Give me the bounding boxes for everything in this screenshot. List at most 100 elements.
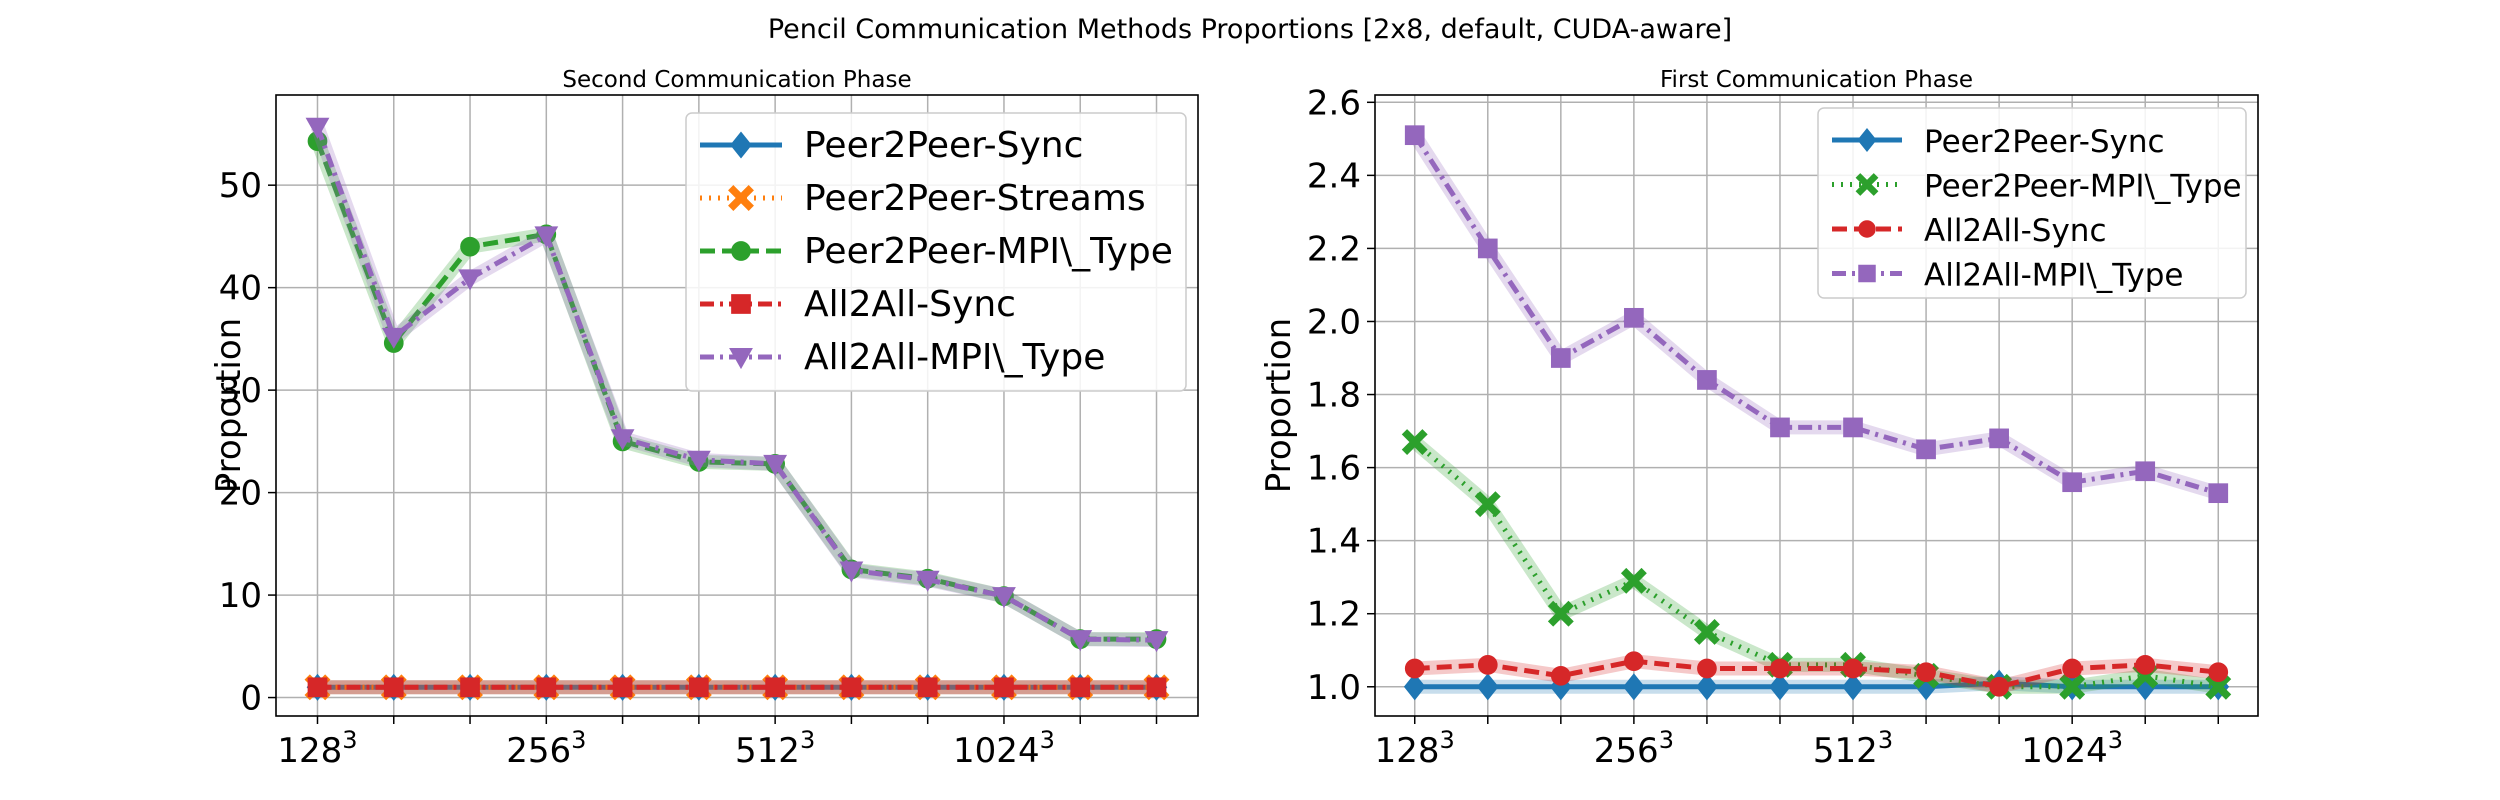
data-point xyxy=(2062,472,2083,493)
first-phase-axes: First Communication Phase 1.0 1.2 1.4 1.6 1.8… xyxy=(1259,67,2259,771)
data-point xyxy=(1144,631,1169,653)
legend-label: All2All-MPI\_Type xyxy=(1924,258,2184,294)
legend-marker xyxy=(731,294,751,314)
data-point xyxy=(1550,348,1571,368)
y-tick-label: 50 xyxy=(219,166,262,206)
y-axis-label: Proportion xyxy=(1259,318,1299,493)
legend-item-all2all-mpi-type: All2All-MPI\_Type xyxy=(1832,258,2184,294)
series-line xyxy=(1414,680,2219,690)
data-point xyxy=(1146,677,1167,698)
data-point xyxy=(917,677,938,698)
x-tick-label: 10243 xyxy=(953,726,1055,771)
data-point xyxy=(1770,417,1790,438)
data-point xyxy=(841,677,862,698)
data-point xyxy=(1624,307,1644,328)
data-point xyxy=(2208,662,2229,683)
legend-item-peer2peer-sync: Peer2Peer-Sync xyxy=(1832,124,2165,160)
data-point xyxy=(1989,428,2009,449)
y-tick-label: 0 xyxy=(240,679,262,719)
data-point xyxy=(305,117,330,139)
data-point xyxy=(1623,673,1645,701)
data-point xyxy=(1770,658,1790,679)
series-all2all-sync xyxy=(307,677,1167,698)
legend-marker xyxy=(1858,264,1876,283)
y-tick-label: 10 xyxy=(219,576,262,616)
series-all2all-mpi-type xyxy=(1404,125,2229,504)
legend-label: All2All-MPI\_Type xyxy=(804,337,1105,378)
legend: Peer2Peer-Sync Peer2Peer-Streams Peer2Peer… xyxy=(685,112,1187,392)
legend-label: Peer2Peer-MPI\_Type xyxy=(804,231,1173,272)
y-axis-label: Proportion xyxy=(209,318,249,493)
data-point xyxy=(765,677,785,698)
series-group xyxy=(304,117,1170,701)
legend-item-peer2peer-sync: Peer2Peer-Sync xyxy=(700,125,1083,166)
y-tick-label: 2.4 xyxy=(1307,156,1361,196)
legend: Peer2Peer-Sync Peer2Peer-MPI\_Type All2All… xyxy=(1817,107,2247,299)
legend-marker xyxy=(1858,220,1876,238)
data-point xyxy=(994,677,1014,698)
series-all2all-sync xyxy=(1404,651,2229,697)
data-point xyxy=(536,677,557,698)
y-tick-label: 1.2 xyxy=(1307,595,1361,635)
legend-item-peer2peer-streams: Peer2Peer-Streams xyxy=(700,178,1146,219)
data-point xyxy=(2135,655,2156,675)
x-tick-label: 1283 xyxy=(277,726,357,771)
data-point xyxy=(1550,665,1571,686)
data-point xyxy=(1843,417,1863,438)
x-tick-label: 2563 xyxy=(506,726,586,771)
legend-marker xyxy=(731,241,751,261)
legend-item-all2all-sync: All2All-Sync xyxy=(1832,213,2107,249)
y-tick-label: 2.6 xyxy=(1307,83,1361,123)
data-point xyxy=(1693,619,1720,645)
legend-label: Peer2Peer-Streams xyxy=(804,178,1146,219)
data-point xyxy=(763,454,788,476)
data-point xyxy=(1697,370,1717,390)
series-line xyxy=(1414,658,2219,690)
data-point xyxy=(2135,461,2156,482)
legend-label: Peer2Peer-Sync xyxy=(1924,124,2165,160)
data-point xyxy=(2062,658,2083,679)
legend-label: Peer2Peer-MPI\_Type xyxy=(1924,169,2242,205)
data-point xyxy=(1843,658,1863,679)
data-point xyxy=(992,587,1016,609)
legend-marker xyxy=(728,185,754,211)
legend-item-all2all-mpi-type: All2All-MPI\_Type xyxy=(700,337,1105,378)
data-point xyxy=(534,226,559,248)
legend-frame xyxy=(685,112,1187,392)
data-point xyxy=(1697,658,1717,679)
data-point xyxy=(1620,567,1647,594)
x-tick-label: 5123 xyxy=(1813,726,1893,771)
data-point xyxy=(307,677,328,698)
axes-frame xyxy=(1374,94,2259,717)
legend-marker xyxy=(1855,173,1879,196)
x-tick-label: 10243 xyxy=(2021,726,2123,771)
y-tick-label: 40 xyxy=(219,269,262,309)
axes-title: Second Communication Phase xyxy=(562,67,911,93)
data-point xyxy=(1403,673,1426,701)
legend-frame xyxy=(1817,107,2247,299)
series-line xyxy=(315,125,1157,643)
legend-label: All2All-Sync xyxy=(804,284,1016,325)
data-point xyxy=(1916,439,1936,460)
axes-frame xyxy=(275,94,1199,717)
y-tick-label: 1.8 xyxy=(1307,376,1361,416)
axes-title: First Communication Phase xyxy=(1660,67,1973,93)
data-point xyxy=(689,677,709,698)
data-point xyxy=(1842,673,1864,701)
legend-item-all2all-sync: All2All-Sync xyxy=(700,284,1016,325)
x-tick-label: 2563 xyxy=(1594,726,1674,771)
series-all2all-mpi-type xyxy=(305,117,1169,653)
data-point xyxy=(1068,630,1093,652)
data-point xyxy=(1474,491,1501,518)
data-point xyxy=(458,269,482,291)
series-line xyxy=(1413,440,2219,690)
data-point xyxy=(1070,677,1091,698)
data-point xyxy=(381,327,406,349)
second-phase-axes: Second Communication Phase 0 10 20 30 40 50 128… xyxy=(209,67,1199,771)
data-point xyxy=(839,561,864,583)
legend-marker xyxy=(729,348,753,370)
data-point xyxy=(1989,676,2009,697)
y-tick-label: 2.0 xyxy=(1307,302,1361,342)
x-tick-label: 1283 xyxy=(1375,726,1455,771)
